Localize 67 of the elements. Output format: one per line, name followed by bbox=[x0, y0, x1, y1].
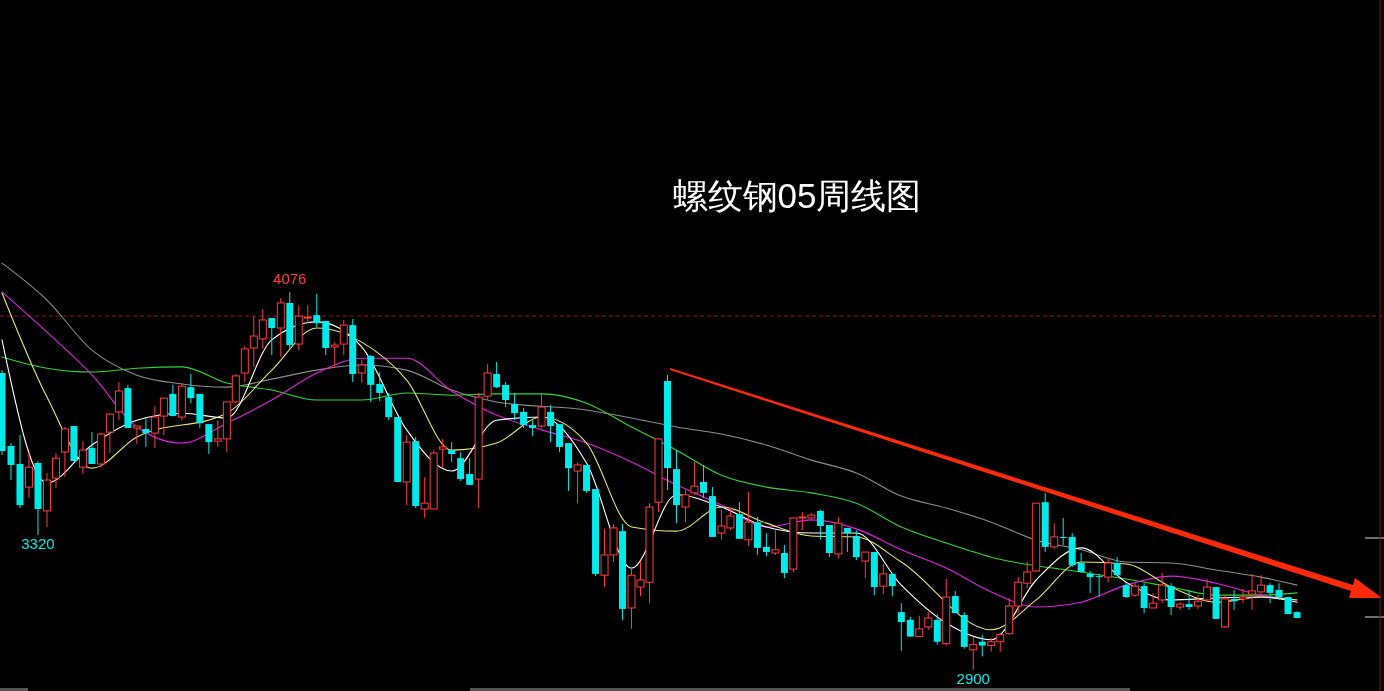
candlestick bbox=[438, 438, 447, 468]
candlestick bbox=[744, 491, 753, 547]
candlestick bbox=[51, 452, 60, 489]
candlestick bbox=[105, 413, 114, 454]
candlestick bbox=[376, 371, 384, 402]
candlestick bbox=[169, 384, 177, 417]
candlestick bbox=[313, 293, 321, 328]
candlestick bbox=[843, 527, 851, 553]
candlestick bbox=[60, 426, 69, 478]
candlestick bbox=[520, 407, 528, 429]
candlestick bbox=[969, 636, 978, 671]
chart-title: 螺纹钢05周线图 bbox=[672, 176, 922, 215]
candlestick bbox=[1050, 522, 1059, 550]
candlestick bbox=[1239, 588, 1248, 604]
candlestick bbox=[457, 451, 465, 482]
candlestick bbox=[142, 417, 150, 448]
candlestick bbox=[385, 392, 393, 421]
annotation: 3320 bbox=[21, 535, 55, 552]
candlestick bbox=[888, 572, 896, 597]
candlestick bbox=[1077, 552, 1085, 574]
candlestick bbox=[816, 509, 824, 541]
candlestick bbox=[493, 361, 501, 389]
candlestick bbox=[771, 529, 780, 556]
candlestick bbox=[1095, 573, 1103, 598]
candlestick bbox=[1086, 570, 1094, 594]
candlestick bbox=[1158, 572, 1167, 604]
candlestick bbox=[861, 551, 870, 579]
candlestick bbox=[933, 613, 941, 646]
candlestick bbox=[1185, 589, 1193, 611]
candlestick bbox=[556, 423, 564, 453]
candlestick bbox=[780, 544, 788, 579]
candlestick bbox=[132, 425, 141, 445]
candlestick bbox=[547, 404, 555, 443]
candlestick bbox=[1104, 558, 1113, 583]
candlestick bbox=[573, 461, 582, 504]
candlestick bbox=[699, 464, 707, 499]
candlestick bbox=[1149, 592, 1158, 609]
candlestick bbox=[681, 489, 690, 523]
candlestick bbox=[466, 457, 474, 486]
annotation: 4076 bbox=[273, 270, 307, 287]
candlestick bbox=[114, 381, 123, 421]
candlestick bbox=[502, 381, 510, 408]
candlestick bbox=[915, 615, 924, 638]
candlestick bbox=[88, 431, 96, 465]
candlestick bbox=[1140, 582, 1148, 614]
candlestick bbox=[1059, 517, 1067, 546]
candlestick bbox=[1266, 582, 1274, 604]
candlestick bbox=[448, 441, 456, 463]
candlestick bbox=[906, 616, 914, 638]
candlestick bbox=[187, 373, 195, 404]
candlestick bbox=[537, 392, 546, 429]
annotation: 2900 bbox=[956, 670, 990, 687]
candlestick bbox=[762, 532, 770, 557]
candlestick bbox=[1275, 582, 1283, 601]
candlestick bbox=[511, 392, 519, 421]
candlestick bbox=[879, 563, 888, 595]
candlestick bbox=[852, 529, 860, 561]
candlestick bbox=[1194, 594, 1203, 610]
candlestick bbox=[357, 359, 366, 384]
candlestick bbox=[24, 451, 33, 499]
candlestick bbox=[78, 440, 87, 475]
candlestick bbox=[897, 602, 905, 652]
candlestick bbox=[268, 317, 276, 356]
candlestick bbox=[690, 461, 699, 496]
candlestick bbox=[205, 423, 213, 455]
candlestick bbox=[1167, 582, 1175, 616]
candlestick bbox=[978, 634, 986, 657]
